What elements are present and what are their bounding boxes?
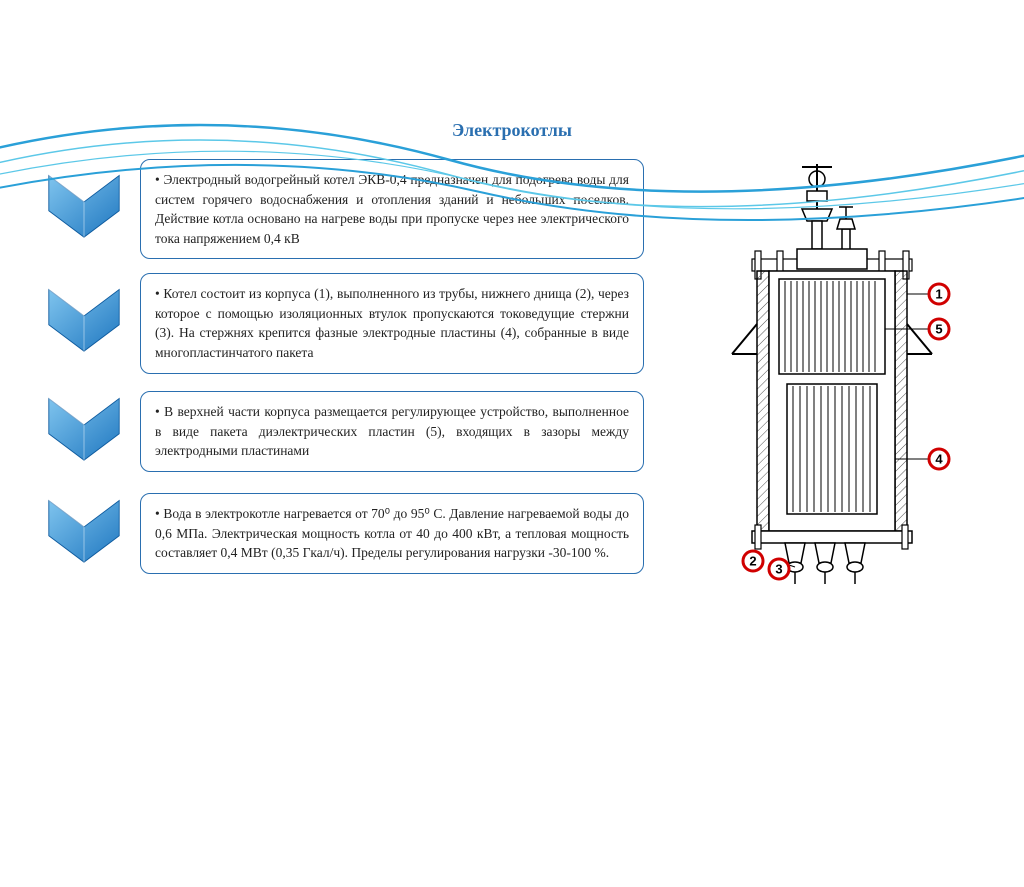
svg-text:3: 3 (775, 562, 782, 577)
content-area: Электродный водогрейный котел ЭКВ-0,4 пр… (0, 159, 1024, 599)
callout-2: 2 (743, 551, 763, 571)
callout-3: 3 (769, 559, 789, 579)
svg-text:2: 2 (749, 554, 756, 569)
items-list: Электродный водогрейный котел ЭКВ-0,4 пр… (40, 159, 660, 599)
item-text: Котел состоит из корпуса (1), выполненно… (140, 273, 644, 373)
page-title: Электрокотлы (0, 120, 1024, 141)
boiler-diagram: 1 5 4 2 3 (707, 159, 957, 599)
chevron-down-icon (40, 490, 128, 578)
callout-1: 1 (929, 284, 949, 304)
diagram-panel: 1 5 4 2 3 (660, 159, 994, 599)
list-item: Электродный водогрейный котел ЭКВ-0,4 пр… (40, 159, 660, 259)
callout-4: 4 (929, 449, 949, 469)
callout-5: 5 (929, 319, 949, 339)
item-text: Вода в электрокотле нагревается от 70⁰ д… (140, 493, 644, 574)
list-item: В верхней части корпуса размещается регу… (40, 388, 660, 476)
item-text: В верхней части корпуса размещается регу… (140, 391, 644, 472)
chevron-down-icon (40, 279, 128, 367)
chevron-down-icon (40, 165, 128, 253)
svg-text:5: 5 (935, 322, 942, 337)
chevron-down-icon (40, 388, 128, 476)
item-text: Электродный водогрейный котел ЭКВ-0,4 пр… (140, 159, 644, 259)
svg-text:4: 4 (935, 452, 943, 467)
list-item: Котел состоит из корпуса (1), выполненно… (40, 273, 660, 373)
svg-text:1: 1 (935, 287, 942, 302)
list-item: Вода в электрокотле нагревается от 70⁰ д… (40, 490, 660, 578)
